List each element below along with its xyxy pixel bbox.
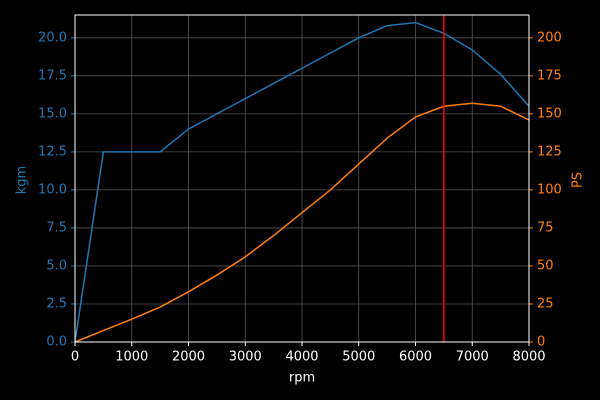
y-axis-label: kgm (15, 166, 30, 194)
y-tick-label: 12.5 (38, 144, 67, 159)
y2-tick-label: 75 (537, 220, 554, 235)
x-tick-label: 5000 (342, 350, 375, 365)
x-tick-label: 7000 (456, 350, 489, 365)
y-tick-label: 17.5 (38, 68, 67, 83)
y-tick-label: 2.5 (46, 296, 67, 311)
y2-tick-label: 150 (537, 106, 562, 121)
y2-axis-label: PS (571, 172, 586, 188)
y-tick-label: 5.0 (46, 258, 67, 273)
series-line (74, 102, 530, 343)
y2-tick-label: 125 (537, 144, 562, 159)
y2-tick-label: 100 (537, 182, 562, 197)
x-tick-label: 3000 (229, 350, 262, 365)
x-tick-label: 1000 (115, 350, 148, 365)
x-tick-label: 6000 (399, 350, 432, 365)
x-axis-label: rpm (289, 371, 315, 386)
y2-tick-label: 25 (537, 296, 554, 311)
x-tick-label: 8000 (512, 350, 545, 365)
y-tick-label: 0.0 (46, 335, 67, 350)
y2-tick-label: 200 (537, 30, 562, 45)
plot-frame (74, 14, 530, 343)
y-tick-label: 15.0 (38, 106, 67, 121)
series-line (74, 21, 530, 343)
x-tick-label: 0 (71, 350, 79, 365)
y2-tick-label: 175 (537, 68, 562, 83)
x-tick-label: 2000 (172, 350, 205, 365)
y-tick-label: 10.0 (38, 182, 67, 197)
y-tick-label: 20.0 (38, 30, 67, 45)
y-tick-label: 7.5 (46, 220, 67, 235)
y2-tick-label: 50 (537, 258, 554, 273)
y2-tick-label: 0 (537, 335, 545, 350)
x-tick-label: 4000 (285, 350, 318, 365)
